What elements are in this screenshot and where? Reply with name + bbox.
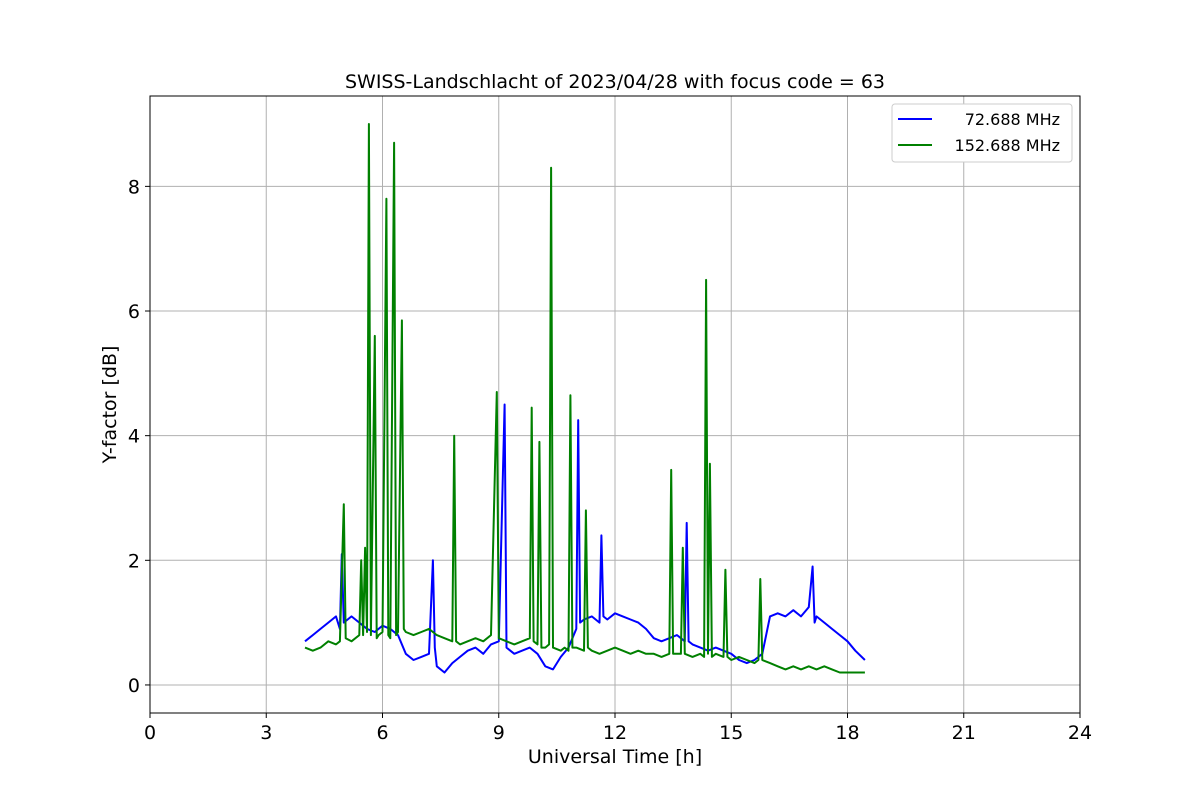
legend-label: 72.688 MHz [965,110,1060,129]
y-tick-label: 6 [128,301,140,323]
x-tick-label: 0 [144,722,156,744]
x-tick-label: 9 [493,722,505,744]
x-tick-label: 24 [1068,722,1092,744]
y-tick-label: 4 [128,426,140,448]
x-tick-label: 12 [603,722,627,744]
y-tick-label: 2 [128,550,140,572]
legend-label: 152.688 MHz [955,136,1060,155]
series-line-1 [304,403,866,674]
x-tick-label: 18 [835,722,859,744]
x-tick-label: 3 [260,722,272,744]
legend-box [891,103,1073,163]
y-tick-label: 8 [128,176,140,198]
x-axis-label: Universal Time [h] [528,746,702,768]
series-lines [304,123,866,674]
series-line-2 [304,123,865,674]
x-tick-label: 15 [719,722,743,744]
chart-title: SWISS-Landschlacht of 2023/04/28 with fo… [345,71,885,93]
x-tick-label: 6 [376,722,388,744]
legend: 72.688 MHz 152.688 MHz [891,103,1073,163]
y-axis-label: Y-factor [dB] [99,346,121,465]
y-tick-label: 0 [128,675,140,697]
x-tick-label: 21 [952,722,976,744]
